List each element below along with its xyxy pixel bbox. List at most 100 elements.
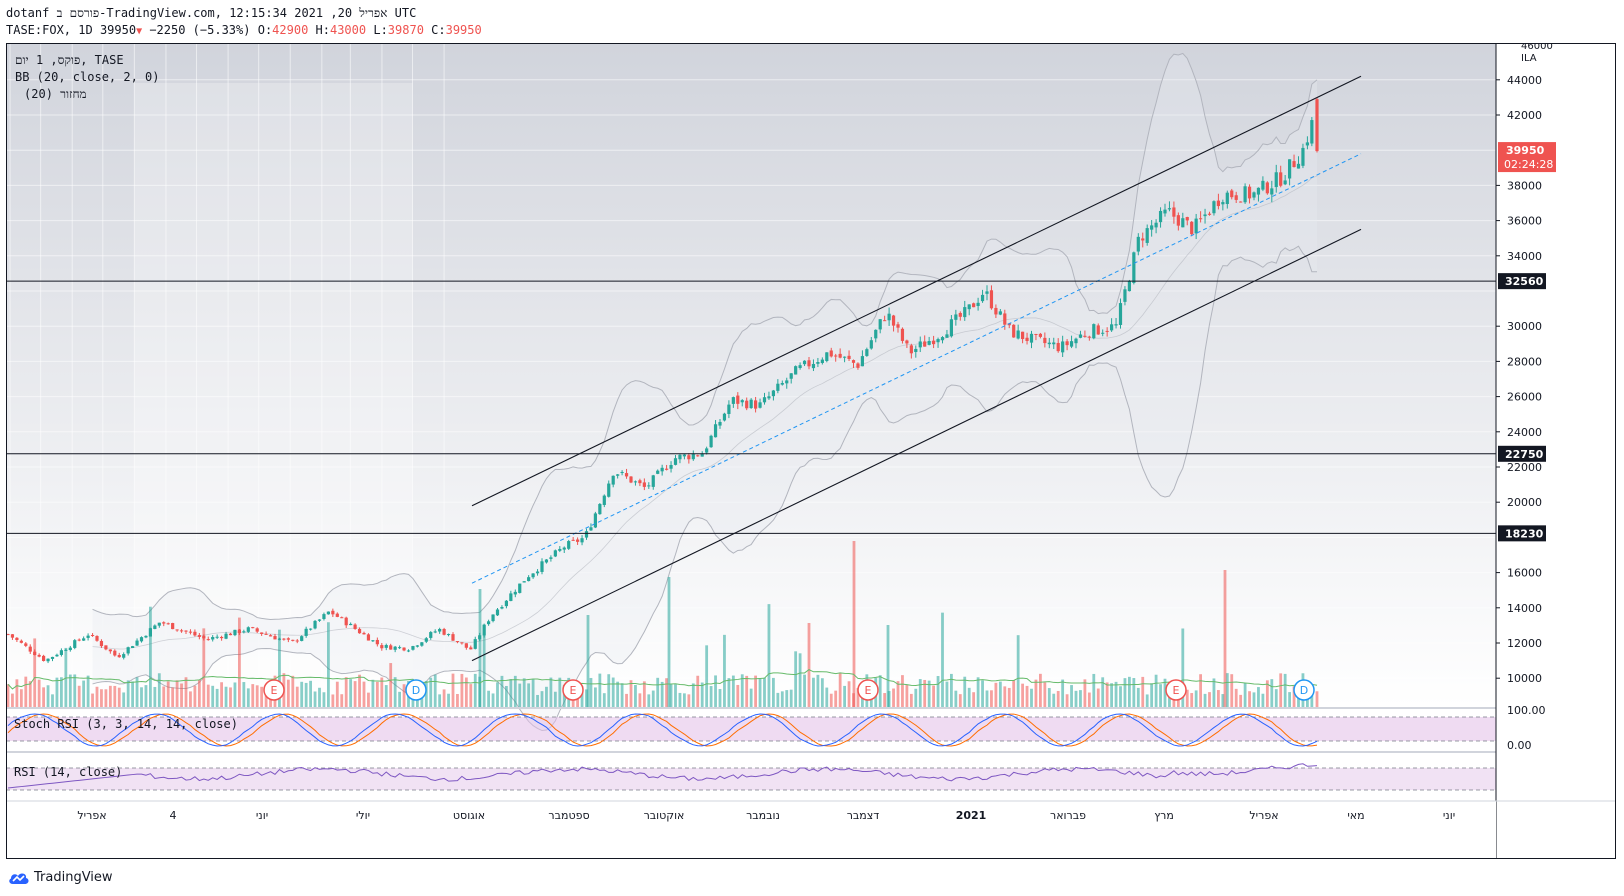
candle-body	[945, 334, 949, 338]
volume-bar	[149, 606, 152, 707]
high-label: H:	[315, 23, 330, 37]
candle-body	[807, 360, 811, 367]
volume-bar	[1181, 628, 1185, 707]
candle	[589, 523, 593, 531]
candle	[46, 658, 50, 664]
candle	[1176, 212, 1180, 231]
candle-body	[736, 395, 740, 404]
volume-bar	[367, 692, 370, 707]
candle-body	[722, 413, 727, 421]
volume-bar	[500, 675, 504, 707]
volume-bar	[901, 675, 904, 707]
candle-body	[326, 611, 330, 615]
price-tick-label: 22000	[1507, 461, 1542, 474]
volume-bar	[100, 689, 103, 707]
volume-bar	[1056, 690, 1060, 707]
candle	[344, 616, 348, 629]
candle-body	[1056, 342, 1060, 352]
candle	[193, 629, 197, 637]
candle	[357, 627, 362, 634]
candle-body	[878, 319, 882, 330]
volume-bar	[586, 615, 590, 707]
candle-body	[460, 642, 464, 644]
candle	[976, 297, 980, 311]
volume-bar	[11, 693, 14, 707]
candle	[1141, 232, 1145, 248]
candle-body	[998, 311, 1002, 315]
candle	[246, 626, 250, 634]
volume-bar	[113, 685, 117, 707]
candle	[887, 307, 891, 326]
volume-bar	[1225, 673, 1229, 707]
volume-bar	[322, 692, 326, 707]
candle	[825, 352, 829, 363]
volume-bar	[487, 690, 490, 707]
volume-bar	[318, 687, 321, 707]
candle	[1047, 337, 1051, 349]
candle	[37, 653, 41, 658]
candle-body	[260, 632, 264, 634]
candle	[816, 357, 820, 368]
channel-lower-line	[471, 228, 1362, 662]
candle	[1069, 335, 1074, 349]
candle	[389, 643, 393, 650]
volume-bar	[1230, 674, 1234, 707]
candle	[789, 373, 793, 384]
candle	[1132, 251, 1136, 285]
volume-bar	[1243, 682, 1247, 707]
time-axis-label: אוקטובר	[644, 809, 685, 822]
candle-body	[785, 380, 789, 384]
candle-body	[300, 636, 304, 641]
candle	[936, 337, 940, 348]
candle-body	[1101, 332, 1105, 334]
candle	[1256, 187, 1261, 202]
volume-bar	[785, 690, 789, 707]
candle-body	[415, 645, 419, 647]
candle	[598, 502, 602, 515]
candle-body	[673, 458, 678, 465]
earnings-event-marker: E	[857, 679, 879, 701]
candle-body	[331, 610, 335, 615]
volume-bar	[807, 622, 811, 707]
volume-bar	[856, 688, 860, 707]
candle	[1127, 279, 1131, 292]
candle	[42, 654, 46, 662]
candle-body	[99, 640, 104, 647]
candle	[28, 644, 32, 654]
volume-bar	[1114, 681, 1118, 707]
level-price-tag: 22750	[1498, 445, 1546, 462]
candle	[1305, 136, 1309, 150]
candle-body	[1087, 336, 1091, 338]
volume-bar	[522, 678, 526, 707]
candle-body	[1029, 333, 1034, 343]
price-pane-background	[6, 43, 1496, 707]
candle-body	[932, 340, 936, 345]
rsi-line	[7, 763, 1318, 789]
volume-bar	[144, 685, 148, 707]
bollinger-basis	[92, 175, 1318, 650]
volume-bar	[233, 682, 237, 707]
volume-bar	[723, 634, 726, 707]
candle-body	[553, 550, 557, 557]
last-price: 39950	[99, 23, 137, 37]
candle	[584, 528, 589, 540]
volume-bar	[990, 690, 993, 707]
candle	[331, 608, 335, 618]
volume-ma-line	[7, 669, 1318, 690]
candle	[865, 347, 869, 357]
candle-body	[135, 640, 139, 646]
volume-bar	[585, 689, 588, 707]
volume-bar	[923, 679, 927, 707]
bollinger-band-fill	[92, 53, 1317, 731]
candle	[567, 539, 571, 550]
candle	[64, 648, 68, 651]
chart-frame[interactable]: E D E E E D 46000 ILA 44000 42000 38000 36000 34000 3…	[6, 43, 1616, 859]
candle	[33, 649, 37, 656]
candle-body	[1239, 201, 1243, 203]
candle	[1270, 180, 1274, 203]
volume-bar	[598, 673, 602, 707]
volume-bar	[491, 693, 495, 707]
candle	[945, 329, 949, 338]
candle-body	[317, 619, 322, 621]
